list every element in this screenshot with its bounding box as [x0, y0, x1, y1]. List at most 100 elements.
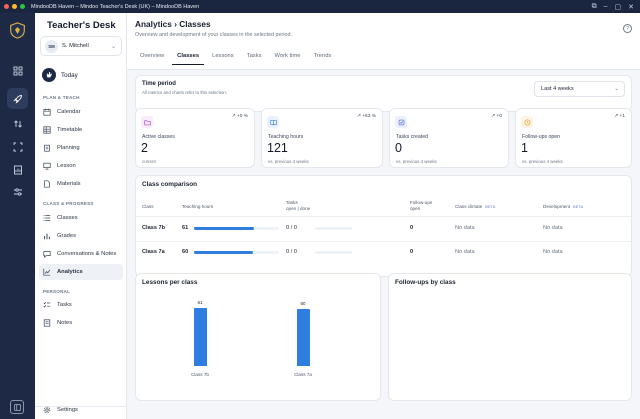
sidebar-item-planning[interactable]: Planning [39, 140, 123, 156]
sidebar-item-calendar[interactable]: Calendar [39, 104, 123, 120]
lessons-bar-chart: 61 Class 7b 60 Class 7a [137, 292, 379, 382]
maximize-window-button[interactable] [20, 4, 25, 9]
time-period-card: Time period All metrics and charts refer… [135, 75, 632, 112]
kpi-value: 1 [521, 141, 528, 155]
kpi-card-tasks-created: ↗ +0 Tasks created 0 vs. previous 4 week… [389, 108, 509, 168]
restore-icon[interactable]: ▢ [614, 3, 622, 11]
class-comparison-title: Class comparison [142, 181, 198, 188]
col-header-class: Class [142, 204, 154, 209]
window-actions: ⧉ – ▢ ✕ [592, 3, 634, 11]
bar-class-7a [296, 308, 310, 366]
tab-lessons[interactable]: Lessons [212, 53, 234, 59]
minimize-window-button[interactable] [12, 4, 17, 9]
close-window-button[interactable] [4, 4, 9, 9]
sidebar-item-conversations[interactable]: Conversations & Notes [39, 246, 123, 262]
kpi-trend: ↗ +1 [614, 114, 625, 119]
sidebar-item-label: Classes [57, 215, 78, 221]
shield-logo-icon [10, 22, 25, 39]
hours-bar [194, 227, 279, 230]
sidebar-item-grades[interactable]: Grades [39, 228, 123, 244]
tab-overview[interactable]: Overview [140, 53, 165, 59]
app-brand: Teacher's Desk [47, 20, 116, 31]
row-hours: 61 [182, 225, 189, 231]
sidebar-item-label: Notes [57, 320, 73, 326]
kpi-trend: ↗ +0 [491, 114, 502, 119]
class-comparison-card: Class comparison Class Teaching hours Ta… [135, 175, 632, 277]
time-period-value: Last 4 weeks [541, 86, 574, 92]
sidebar-item-settings[interactable]: Settings [39, 402, 123, 418]
rail-scan-button[interactable] [7, 136, 28, 157]
gear-icon [43, 406, 51, 414]
chat-icon [43, 251, 51, 258]
kpi-trend: ↗ +63 % [356, 114, 376, 119]
follow-ups-card: Follow-ups by class [388, 273, 632, 401]
time-period-select[interactable]: Last 4 weeks ⌄ [534, 81, 625, 97]
bar-value-label: 61 [197, 300, 203, 305]
user-name: S. Mitchell [62, 43, 89, 49]
sidebar-item-label: Materials [57, 181, 81, 187]
tasks-bar [315, 227, 352, 230]
col-header-hours: Teaching hours [182, 204, 214, 209]
rail-transfer-button[interactable] [7, 113, 28, 134]
lessons-per-class-card: Lessons per class 61 Class 7b 60 Class 7a [135, 273, 381, 401]
sidebar-item-label: Analytics [57, 269, 83, 275]
avatar: SM [45, 39, 58, 53]
close-icon[interactable]: ✕ [628, 3, 634, 11]
help-icon[interactable]: ? [623, 24, 632, 33]
sidebar-item-tasks[interactable]: Tasks [39, 297, 123, 313]
page-header: Analytics › Classes Overview and develop… [127, 13, 640, 70]
rocket-icon [12, 94, 22, 104]
user-switcher[interactable]: SM S. Mitchell ⌄ [40, 36, 122, 56]
today-button[interactable]: Today [42, 68, 78, 82]
sidebar-item-timetable[interactable]: Timetable [39, 122, 123, 138]
app-rail [0, 13, 35, 419]
window-title: MindooDB Haven – Mindoo Teacher's Desk (… [31, 3, 200, 10]
sidebar-item-analytics[interactable]: Analytics [39, 264, 123, 280]
list-icon [43, 215, 51, 221]
row-divider [136, 241, 631, 242]
row-follow-ups: 0 [410, 225, 414, 231]
tab-tasks[interactable]: Tasks [246, 53, 262, 59]
sidebar-item-lesson[interactable]: Lesson [39, 158, 123, 174]
category-label: Class 7b [191, 372, 209, 377]
tab-classes[interactable]: Classes [172, 53, 205, 65]
section-class-progress: CLASS & PROGRESS [43, 201, 94, 206]
col-header-tasks: Tasks open | done [286, 200, 311, 211]
rail-teaching-button[interactable] [7, 88, 28, 109]
section-plan-teach: PLAN & TEACH [43, 95, 80, 100]
copy-icon[interactable]: ⧉ [591, 2, 597, 10]
kpi-label: Teaching hours [268, 134, 304, 140]
window-controls [4, 4, 25, 9]
section-personal: PERSONAL [43, 289, 71, 294]
sidebar-item-classes[interactable]: Classes [39, 210, 123, 226]
rail-sliders-button[interactable] [7, 181, 28, 202]
check-square-icon [395, 116, 407, 128]
rail-reports-button[interactable] [7, 159, 28, 180]
row-climate: No data [455, 249, 475, 255]
tab-trends[interactable]: Trends [313, 53, 332, 59]
rail-collapse-button[interactable] [10, 400, 24, 414]
sidebar-item-materials[interactable]: Materials [39, 176, 123, 192]
file-icon [44, 180, 50, 188]
tab-work-time[interactable]: Work time [274, 53, 301, 59]
minimize-icon[interactable]: – [603, 2, 608, 10]
row-hours: 60 [182, 249, 189, 255]
kpi-value: 0 [395, 141, 402, 155]
sidebar-divider [35, 406, 127, 407]
row-follow-ups: 0 [410, 249, 414, 255]
book-icon [267, 116, 279, 128]
kpi-note: vs. previous 4 weeks [522, 159, 563, 164]
kpi-value: 121 [267, 141, 288, 155]
sidebar-item-notes[interactable]: Notes [39, 315, 123, 331]
document-chart-icon [13, 165, 22, 174]
tasks-bar [315, 251, 352, 254]
kpi-label: Follow-ups open [522, 134, 561, 140]
kpi-value: 2 [141, 141, 148, 155]
hours-bar-fill [194, 251, 253, 254]
kpi-label: Active classes [142, 134, 175, 140]
rail-dashboard-button[interactable] [7, 60, 28, 81]
clock-icon [521, 116, 533, 128]
arrows-updown-icon [13, 119, 22, 128]
sidebar-toggle-icon [13, 403, 21, 411]
category-label: Class 7a [294, 372, 312, 377]
